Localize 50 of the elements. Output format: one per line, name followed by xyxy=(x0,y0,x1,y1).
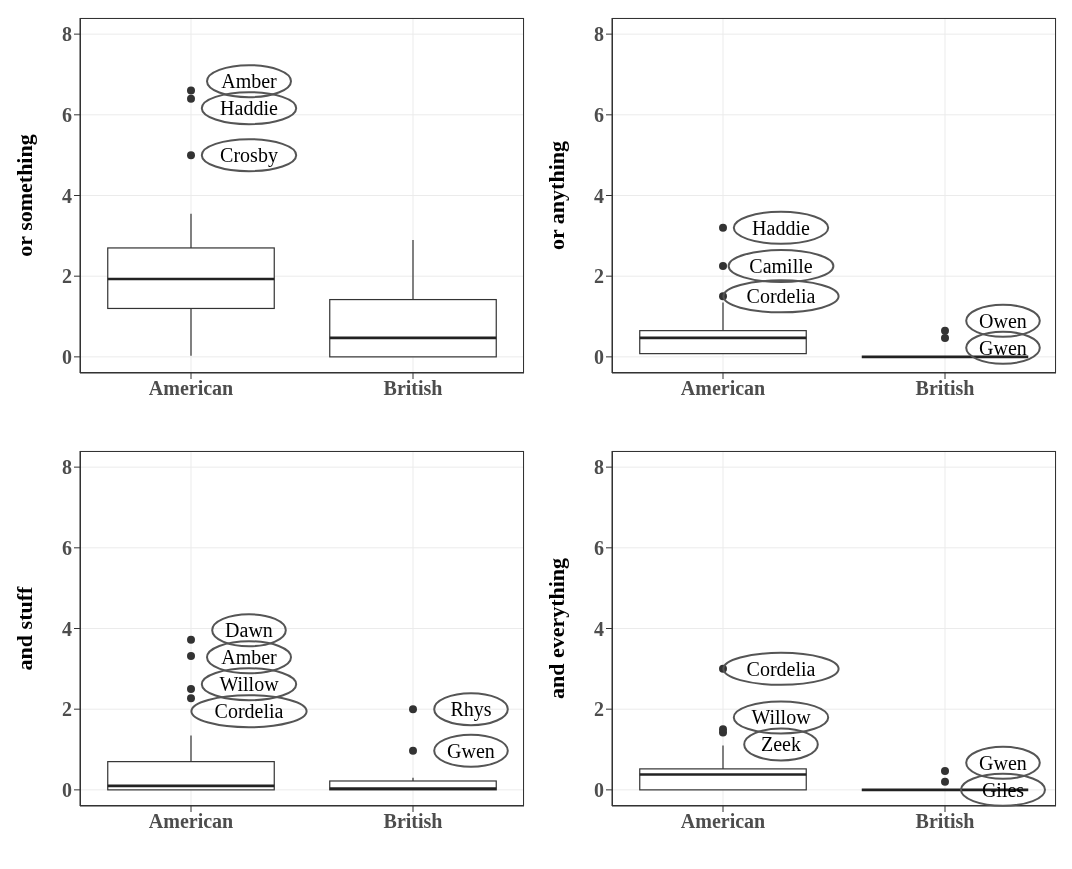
y-tick-label: 6 xyxy=(594,103,604,126)
annotation: Cordelia xyxy=(214,700,284,723)
annotation: Haddie xyxy=(752,216,810,239)
y-tick-label: 2 xyxy=(62,698,72,721)
annotation: Owen xyxy=(979,309,1027,332)
annotation: Amber xyxy=(221,70,278,93)
y-tick-label: 2 xyxy=(62,265,72,288)
annotation: Dawn xyxy=(225,619,273,642)
annotation: Crosby xyxy=(220,144,278,168)
annotation: Rhys xyxy=(450,698,492,722)
annotation: Cordelia xyxy=(746,285,816,308)
y-tick-label: 4 xyxy=(62,617,72,640)
y-tick-label: 2 xyxy=(594,698,604,721)
annotation: Gwen xyxy=(979,751,1027,774)
y-tick-label: 4 xyxy=(594,617,604,640)
y-tick-label: 8 xyxy=(62,456,72,479)
y-tick-label: 0 xyxy=(62,778,72,801)
annotation: Willow xyxy=(751,706,812,729)
x-tick-label: American xyxy=(148,377,234,400)
y-tick-label: 6 xyxy=(594,536,604,559)
y-tick-label: 8 xyxy=(62,23,72,46)
annotation: Haddie xyxy=(220,97,278,120)
y-tick-label: 0 xyxy=(594,345,604,368)
x-tick-label: British xyxy=(915,810,975,833)
y-axis-title: and stuff xyxy=(11,585,37,671)
y-tick-label: 8 xyxy=(594,456,604,479)
y-tick-label: 0 xyxy=(62,345,72,368)
annotation: Zeek xyxy=(761,733,801,756)
y-tick-label: 4 xyxy=(62,184,72,207)
annotation: Gwen xyxy=(447,739,495,762)
x-tick-label: American xyxy=(148,810,234,833)
annotation: Gwen xyxy=(979,336,1027,359)
annotation: Camille xyxy=(749,255,813,278)
y-tick-label: 2 xyxy=(594,265,604,288)
annotation: Cordelia xyxy=(746,657,816,680)
x-tick-label: British xyxy=(383,377,443,400)
y-tick-label: 0 xyxy=(594,778,604,801)
y-tick-label: 4 xyxy=(594,184,604,207)
y-axis-title: or anything xyxy=(543,140,569,251)
annotation: Willow xyxy=(219,673,280,696)
y-axis-title: and everything xyxy=(543,557,569,700)
x-tick-label: British xyxy=(915,377,975,400)
x-tick-label: American xyxy=(680,377,766,400)
y-axis-title: or something xyxy=(11,134,37,257)
y-tick-label: 8 xyxy=(594,23,604,46)
y-tick-label: 6 xyxy=(62,103,72,126)
y-tick-label: 6 xyxy=(62,536,72,559)
x-tick-label: American xyxy=(680,810,766,833)
annotation: Amber xyxy=(221,646,278,669)
x-tick-label: British xyxy=(383,810,443,833)
